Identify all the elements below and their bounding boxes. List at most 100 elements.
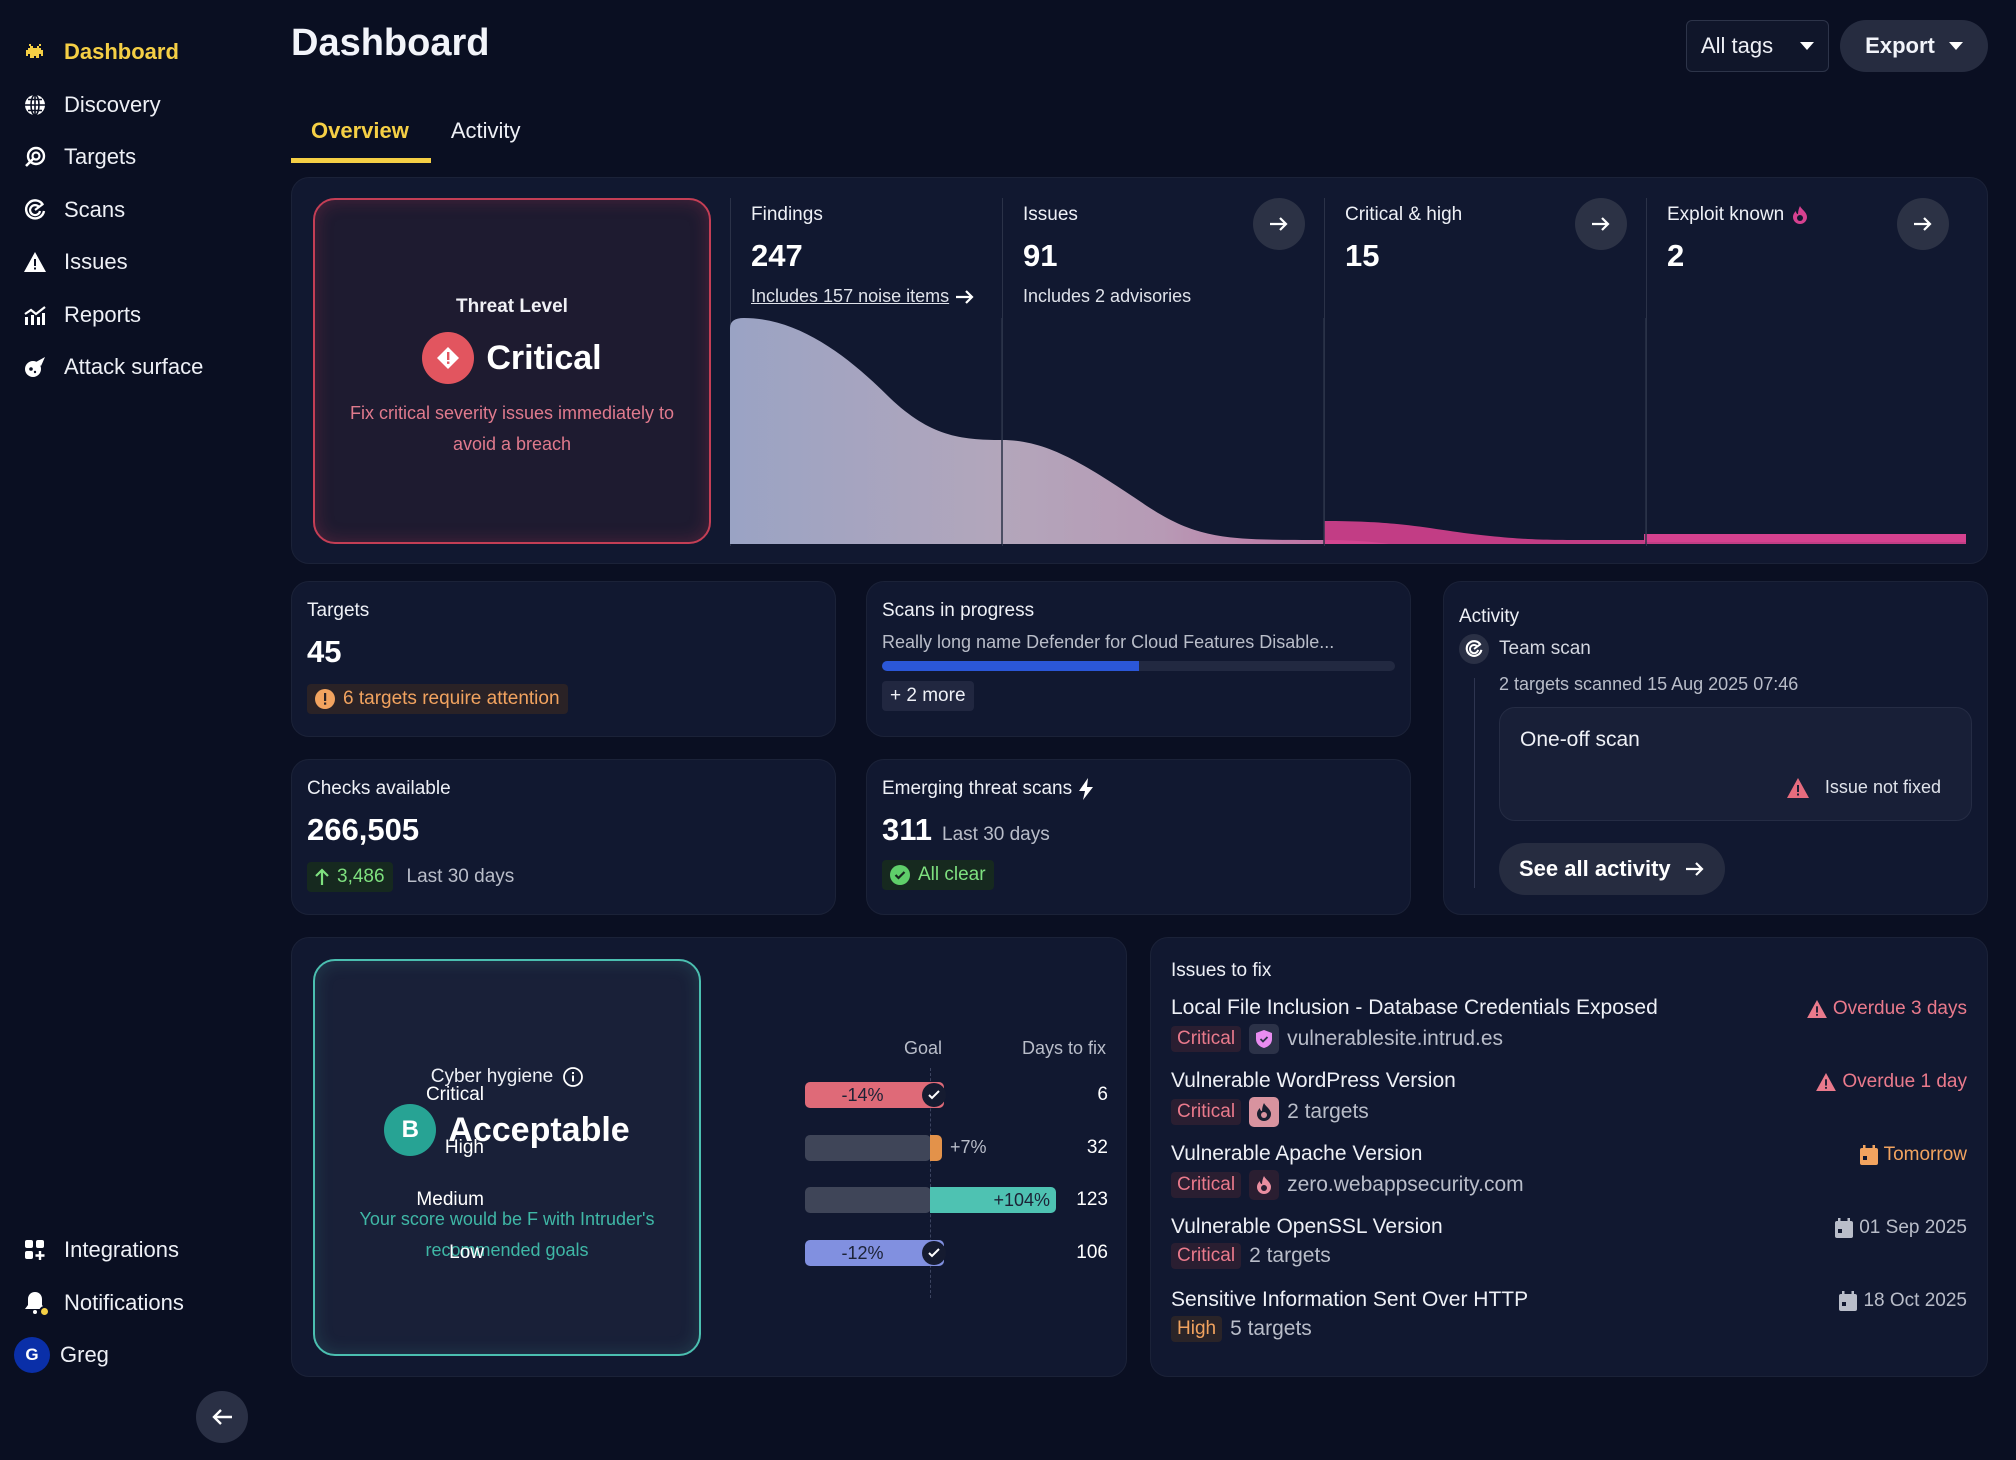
info-icon[interactable] — [563, 1067, 584, 1087]
severity-badge: Critical — [1171, 1172, 1242, 1198]
targets-card[interactable]: Targets 45 6 targets require attention — [291, 581, 836, 737]
tags-select[interactable]: All tags — [1686, 20, 1829, 72]
page-title: Dashboard — [291, 22, 490, 64]
issue-target: vulnerablesite.intrud.es — [1287, 1027, 1504, 1050]
flame-icon — [1793, 206, 1808, 224]
sidebar-item-discovery[interactable]: Discovery — [22, 79, 203, 132]
calendar-icon — [1835, 1218, 1854, 1238]
checks-period: Last 30 days — [406, 866, 515, 887]
hygiene-grade: B — [384, 1104, 437, 1156]
metric-value: 91 — [1023, 238, 1058, 273]
exploit-known-open-button[interactable] — [1897, 198, 1949, 250]
sidebar-item-reports[interactable]: Reports — [22, 289, 203, 342]
card-title: Scans in progress — [882, 600, 1035, 621]
metric-value: 2 — [1667, 238, 1685, 273]
metric-value: 247 — [751, 238, 803, 273]
activity-scan-box[interactable]: One-off scan Issue not fixed — [1499, 707, 1972, 821]
issue-target: 2 targets — [1287, 1100, 1369, 1123]
sidebar-item-label: Scans — [64, 196, 126, 222]
sidebar-item-user[interactable]: G Greg — [14, 1329, 184, 1382]
sidebar-item-attack-surface[interactable]: Attack surface — [22, 341, 203, 394]
issues-open-button[interactable] — [1253, 198, 1305, 250]
findings-funnel-chart — [730, 318, 1966, 544]
issue-row[interactable]: Vulnerable WordPress Version Critical 2 … — [1171, 1069, 1967, 1128]
emerging-count: 311 — [882, 812, 933, 847]
caret-down-icon — [1948, 42, 1963, 50]
alert-circle-icon — [315, 689, 335, 709]
metric-label: Exploit known — [1667, 204, 1785, 225]
metric-critical-high: Critical & high 15 — [1324, 198, 1646, 546]
tab-overview[interactable]: Overview — [291, 112, 431, 163]
scan-progress-bar — [882, 661, 1395, 671]
sidebar-nav: Dashboard Discovery Targets Scans Issues — [22, 26, 203, 394]
hygiene-description: Your score would be F with Intruder's re… — [359, 1209, 655, 1260]
scan-status: Issue not fixed — [1824, 777, 1941, 797]
checks-available-card: Checks available 266,505 3,486 Last 30 d… — [291, 759, 836, 915]
sidebar-item-issues[interactable]: Issues — [22, 236, 203, 289]
severity-badge: Critical — [1171, 1099, 1242, 1125]
activity-card: Activity Team scan 2 targets scanned 15 … — [1443, 581, 1988, 915]
tab-activity[interactable]: Activity — [450, 118, 521, 143]
shield-check-icon — [1249, 1024, 1280, 1054]
timeline-line — [1474, 678, 1475, 888]
metric-label: Issues — [1023, 204, 1078, 225]
scans-in-progress-card[interactable]: Scans in progress Really long name Defen… — [866, 581, 1411, 737]
critical-high-open-button[interactable] — [1575, 198, 1627, 250]
days-to-fix-header: Days to fix — [1021, 1038, 1106, 1058]
hygiene-label: Cyber hygiene — [430, 1066, 554, 1087]
sidebar-item-label: Attack surface — [64, 354, 204, 380]
noise-items-link[interactable]: Includes 157 noise items — [751, 286, 1002, 307]
cyber-hygiene-card: Cyber hygiene B Acceptable Your score wo… — [313, 959, 701, 1356]
issue-target: zero.webappsecurity.com — [1287, 1173, 1524, 1196]
arrow-right-icon — [1685, 862, 1704, 876]
notification-dot — [39, 1305, 50, 1317]
issue-row[interactable]: Vulnerable Apache Version Critical zero.… — [1171, 1142, 1967, 1201]
card-title: Checks available — [307, 778, 451, 799]
metric-findings: Findings 247 Includes 157 noise items — [730, 198, 1002, 546]
sidebar-bottom-nav: Integrations Notifications G Greg — [14, 1224, 184, 1382]
check-circle-icon — [890, 865, 910, 885]
emerging-threat-card[interactable]: Emerging threat scans 311 Last 30 days A… — [866, 759, 1411, 915]
export-button[interactable]: Export — [1840, 20, 1988, 72]
issue-target: 5 targets — [1230, 1317, 1312, 1340]
arrow-right-icon — [1270, 217, 1288, 231]
radar-icon — [1459, 634, 1489, 664]
sidebar-item-scans[interactable]: Scans — [22, 184, 203, 237]
sidebar-item-notifications[interactable]: Notifications — [14, 1277, 184, 1330]
goal-header: Goal — [904, 1038, 943, 1058]
issue-row[interactable]: Sensitive Information Sent Over HTTP Hig… — [1171, 1288, 1967, 1342]
arrow-right-icon — [1592, 217, 1610, 231]
integrations-icon — [22, 1237, 48, 1263]
tags-select-value: All tags — [1701, 33, 1774, 58]
sidebar-item-targets[interactable]: Targets — [22, 131, 203, 184]
check-icon — [922, 1241, 946, 1265]
warning-icon — [1816, 1073, 1837, 1091]
issue-row[interactable]: Local File Inclusion - Database Credenti… — [1171, 996, 1967, 1055]
targets-attention-badge[interactable]: 6 targets require attention — [307, 684, 568, 714]
all-clear-badge: All clear — [882, 860, 994, 890]
comet-icon — [22, 354, 48, 380]
flame-icon — [1249, 1170, 1280, 1200]
sidebar-item-integrations[interactable]: Integrations — [14, 1224, 184, 1277]
sidebar-item-label: Issues — [64, 249, 128, 275]
severity-badge: Critical — [1171, 1243, 1242, 1269]
checks-count: 266,505 — [307, 812, 420, 847]
activity-item-title: Team scan — [1499, 638, 1591, 659]
sidebar-item-dashboard[interactable]: Dashboard — [22, 26, 203, 79]
flame-icon — [1249, 1097, 1280, 1127]
see-all-activity-button[interactable]: See all activity — [1499, 843, 1725, 895]
sidebar-item-label: Integrations — [64, 1237, 179, 1263]
arrow-up-icon — [315, 868, 329, 885]
collapse-sidebar-button[interactable] — [196, 1391, 248, 1443]
more-scans-button[interactable]: + 2 more — [882, 681, 974, 711]
warning-icon — [1806, 1000, 1827, 1018]
user-name: Greg — [60, 1342, 109, 1368]
issue-row[interactable]: Vulnerable OpenSSL Version Critical 2 ta… — [1171, 1215, 1967, 1269]
scan-name: Really long name Defender for Cloud Feat… — [882, 632, 1335, 652]
threat-level-label: Threat Level — [456, 296, 568, 317]
critical-diamond-icon — [422, 332, 475, 384]
sidebar-item-label: Notifications — [64, 1289, 184, 1315]
metric-label: Critical & high — [1345, 204, 1463, 225]
activity-item-subtitle: 2 targets scanned 15 Aug 2025 07:46 — [1499, 674, 1799, 694]
sidebar-item-label: Targets — [64, 144, 137, 170]
